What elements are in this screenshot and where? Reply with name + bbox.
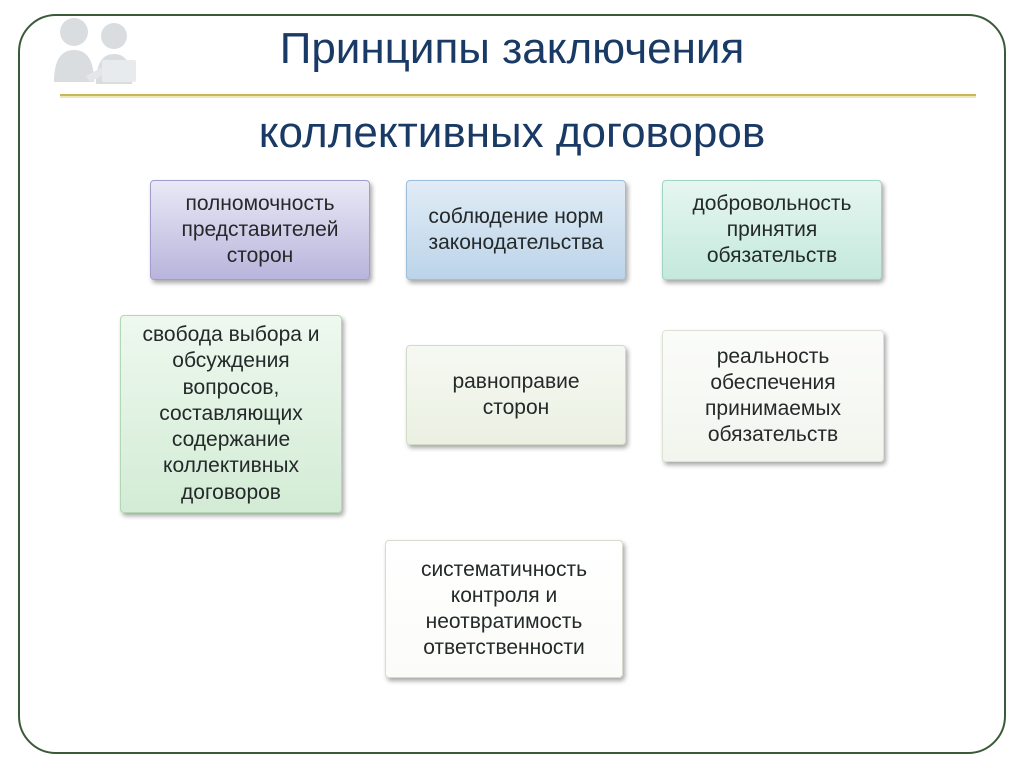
- box-label: систематичность контроля и неотвратимост…: [398, 557, 610, 662]
- title-line1: Принципы заключения: [0, 24, 1024, 75]
- principle-box-freedom: свобода выбора и обсуждения вопросов, со…: [120, 315, 342, 513]
- principle-box-voluntary: добровольность принятия обязательств: [662, 180, 882, 280]
- box-label: равноправие сторон: [419, 369, 613, 422]
- principle-box-authority: полномочность представителей сторон: [150, 180, 370, 280]
- box-label: свобода выбора и обсуждения вопросов, со…: [133, 322, 329, 506]
- box-label: добровольность принятия обязательств: [675, 191, 869, 270]
- box-label: реальность обеспечения принимаемых обяза…: [675, 344, 871, 449]
- title-underline: [60, 94, 976, 98]
- title-line2: коллективных договоров: [0, 108, 1024, 158]
- principle-box-legislation: соблюдение норм законодательства: [406, 180, 626, 280]
- principle-box-reality: реальность обеспечения принимаемых обяза…: [662, 330, 884, 462]
- box-label: соблюдение норм законодательства: [419, 204, 613, 257]
- principle-box-control: систематичность контроля и неотвратимост…: [385, 540, 623, 678]
- principle-box-equality: равноправие сторон: [406, 345, 626, 445]
- box-label: полномочность представителей сторон: [163, 191, 357, 270]
